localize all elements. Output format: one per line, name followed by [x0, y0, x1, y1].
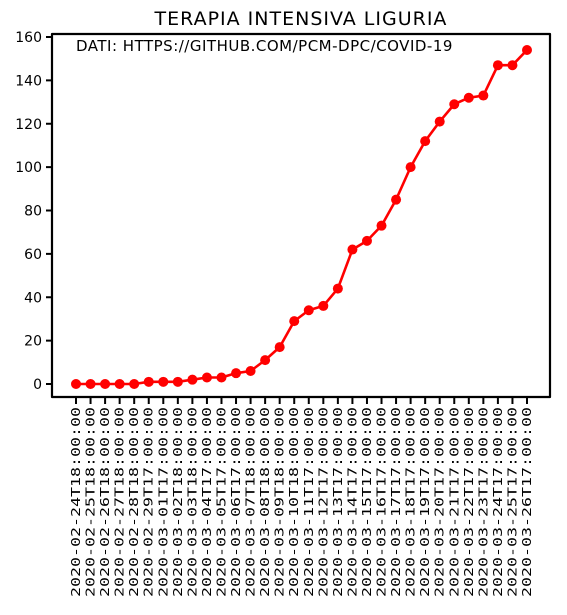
y-tick-label: 120 — [15, 117, 42, 133]
x-tick-label: 2020-03-14T17:00:00 — [344, 407, 359, 597]
x-axis: 2020-02-24T18:00:00 2020-02-25T18:00:00 20… — [68, 397, 534, 597]
x-tick-label: 2020-03-20T17:00:00 — [432, 407, 447, 597]
data-point — [129, 379, 140, 389]
x-tick-label: 2020-03-17T17:00:00 — [388, 407, 403, 597]
x-tick-label: 2020-03-23T17:00:00 — [475, 407, 490, 597]
data-point — [260, 355, 271, 366]
data-point — [303, 305, 314, 316]
series-line — [74, 48, 529, 386]
y-axis: 0 20 40 60 80 100 120 140 160 — [15, 30, 52, 393]
x-tick-label: 2020-03-25T17:00:00 — [504, 407, 519, 597]
data-source-annotation: DATI: HTTPS://GITHUB.COM/PCM-DPC/COVID-1… — [76, 37, 453, 55]
x-tick-label: 2020-02-27T18:00:00 — [112, 407, 127, 597]
x-tick-label: 2020-03-24T17:00:00 — [490, 407, 505, 597]
x-tick-label: 2020-02-28T18:00:00 — [126, 407, 141, 597]
y-tick-label: 60 — [24, 247, 42, 263]
y-tick-label: 80 — [24, 204, 42, 220]
x-tick-label: 2020-03-04T17:00:00 — [199, 407, 214, 597]
x-tick-label: 2020-03-08T18:00:00 — [257, 407, 272, 597]
data-point — [245, 365, 256, 376]
data-point — [114, 379, 125, 389]
x-tick-label: 2020-02-24T18:00:00 — [68, 407, 83, 597]
x-tick-label: 2020-03-03T18:00:00 — [184, 407, 199, 597]
data-point — [187, 374, 198, 385]
x-tick-label: 2020-03-13T17:00:00 — [330, 407, 345, 597]
data-point — [449, 99, 460, 110]
x-tick-label: 2020-03-06T17:00:00 — [228, 407, 243, 597]
data-point — [158, 376, 169, 387]
data-point — [332, 283, 343, 294]
data-point — [231, 368, 242, 379]
data-point — [361, 235, 372, 246]
x-tick-label: 2020-03-15T17:00:00 — [359, 407, 374, 597]
y-tick-label: 40 — [24, 290, 42, 306]
x-tick-label: 2020-03-19T17:00:00 — [417, 407, 432, 597]
x-tick-label: 2020-02-26T18:00:00 — [97, 407, 112, 597]
data-point — [507, 60, 518, 71]
x-tick-label: 2020-03-11T17:00:00 — [301, 407, 316, 597]
x-tick-label: 2020-03-22T17:00:00 — [461, 407, 476, 597]
data-point — [522, 45, 532, 56]
y-tick-label: 100 — [15, 160, 42, 176]
data-point — [85, 379, 96, 389]
y-tick-label: 160 — [15, 30, 42, 46]
x-tick-label: 2020-03-10T18:00:00 — [286, 407, 301, 597]
x-tick-label: 2020-03-01T17:00:00 — [155, 407, 170, 597]
data-point — [172, 376, 183, 387]
data-point — [420, 136, 431, 147]
data-point — [318, 300, 329, 311]
x-tick-label: 2020-03-18T17:00:00 — [403, 407, 418, 597]
chart-title: TERAPIA INTENSIVA LIGURIA — [154, 8, 448, 30]
data-point — [492, 60, 503, 71]
x-tick-label: 2020-03-09T18:00:00 — [272, 407, 287, 597]
data-point — [143, 376, 154, 387]
y-tick-label: 20 — [24, 334, 42, 350]
y-tick-label: 140 — [15, 73, 42, 89]
data-point — [100, 379, 111, 389]
data-point — [347, 244, 358, 255]
x-tick-label: 2020-03-21T17:00:00 — [446, 407, 461, 597]
data-point — [201, 372, 212, 383]
x-tick-label: 2020-02-25T18:00:00 — [83, 407, 98, 597]
x-tick-label: 2020-02-29T17:00:00 — [141, 407, 156, 597]
x-tick-label: 2020-03-26T17:00:00 — [519, 407, 534, 597]
data-point — [216, 372, 227, 383]
x-tick-label: 2020-03-16T17:00:00 — [374, 407, 389, 597]
x-tick-label: 2020-03-02T18:00:00 — [170, 407, 185, 597]
data-point — [71, 379, 81, 389]
data-point — [405, 162, 416, 173]
y-tick-label: 0 — [33, 377, 42, 393]
x-tick-label: 2020-03-12T17:00:00 — [315, 407, 330, 597]
data-point — [478, 90, 489, 101]
x-tick-label: 2020-03-05T17:00:00 — [213, 407, 228, 597]
data-point — [434, 116, 445, 127]
x-tick-label: 2020-03-07T18:00:00 — [243, 407, 258, 597]
data-point — [391, 194, 402, 205]
data-point — [463, 92, 474, 103]
data-point — [274, 342, 285, 353]
data-point — [376, 220, 387, 231]
data-point — [289, 316, 300, 327]
plot-frame — [50, 32, 552, 399]
series-markers — [71, 45, 532, 389]
